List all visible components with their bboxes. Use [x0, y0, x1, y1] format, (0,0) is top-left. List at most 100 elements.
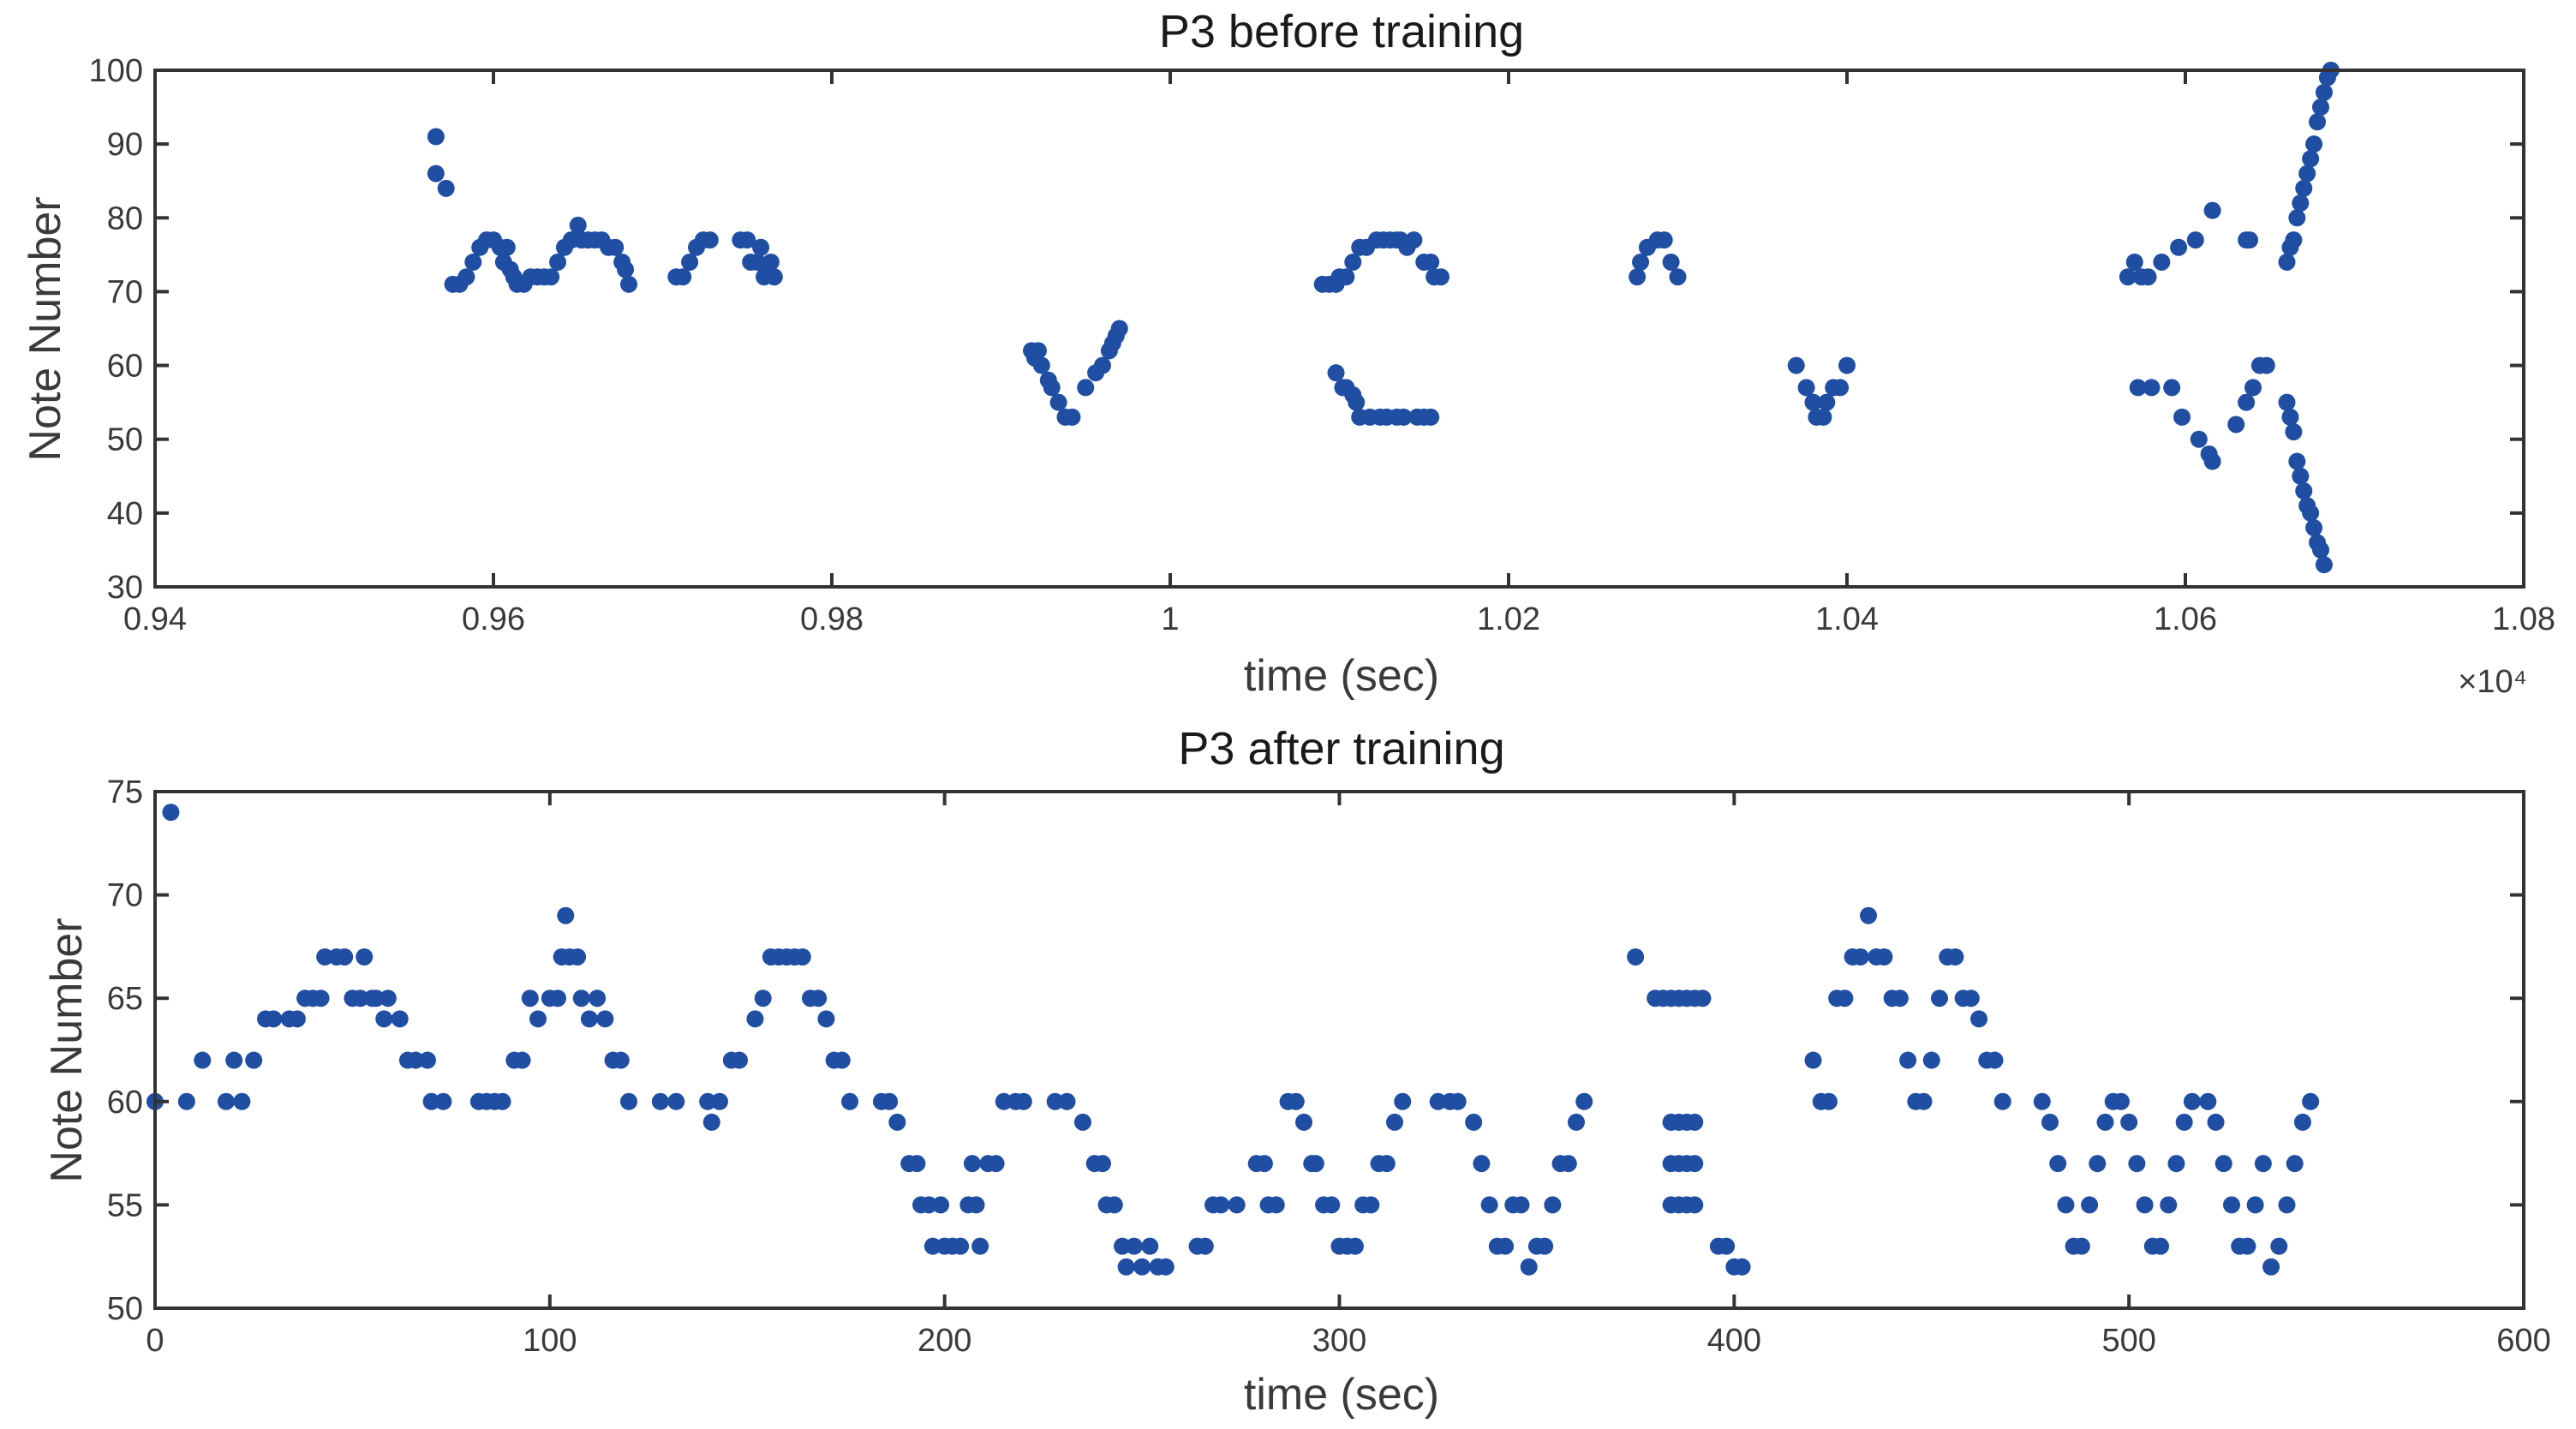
data-point: [2089, 1155, 2107, 1173]
data-point: [1255, 1155, 1273, 1173]
data-point: [620, 275, 637, 293]
data-point: [1327, 364, 1345, 382]
data-point: [2207, 1113, 2225, 1131]
data-point: [2278, 393, 2296, 411]
data-point: [681, 253, 699, 271]
x-ticks: 0.94 0.96 0.98 1 1.02 1.04 1.06 1.08: [123, 70, 2555, 637]
data-point: [557, 906, 575, 924]
data-point: [437, 179, 455, 197]
data-point: [817, 1010, 835, 1028]
data-point: [1346, 1237, 1364, 1255]
data-point: [225, 1051, 243, 1069]
data-point: [2302, 150, 2320, 168]
data-point: [2222, 1196, 2240, 1214]
data-point: [2302, 1092, 2320, 1110]
data-point: [667, 1092, 685, 1110]
data-point: [580, 1010, 598, 1028]
data-point: [2286, 1155, 2304, 1173]
data-point: [1993, 1092, 2011, 1110]
data-point: [1058, 1092, 1076, 1110]
data-point: [375, 1010, 393, 1028]
data-point: [1094, 1155, 1111, 1173]
data-point: [1362, 1196, 1380, 1214]
data-point: [177, 1092, 195, 1110]
x-tick-label: 0.98: [800, 601, 864, 637]
data-point: [2292, 194, 2310, 212]
data-point: [1718, 1237, 1736, 1255]
y-ticks: 50 55 60 65 70 75: [107, 774, 2524, 1327]
data-point: [351, 990, 369, 1007]
data-point: [612, 1051, 630, 1069]
data-point: [2305, 519, 2323, 537]
x-tick-label: 0.94: [123, 601, 187, 637]
data-point: [356, 948, 374, 966]
y-tick-label: 40: [107, 496, 143, 532]
data-point: [2143, 379, 2161, 397]
data-point: [967, 1196, 985, 1214]
data-point: [2254, 1155, 2272, 1173]
data-point: [1157, 1258, 1174, 1276]
data-point: [1512, 1196, 1530, 1214]
chart-before-training: P3 before training 0.94 0.96 0.98 1 1.02 1.04…: [21, 6, 2555, 701]
data-point: [1832, 379, 1850, 397]
data-point: [2298, 164, 2316, 182]
data-point: [1820, 1092, 1838, 1110]
data-point: [2129, 379, 2147, 397]
data-point: [793, 948, 811, 966]
data-point: [2167, 1155, 2185, 1173]
data-point: [746, 1010, 764, 1028]
data-point: [1686, 1196, 1704, 1214]
data-point: [549, 253, 567, 271]
data-point: [1465, 1113, 1483, 1131]
data-point: [2163, 379, 2181, 397]
data-point: [2285, 423, 2303, 441]
data-point: [1787, 356, 1805, 374]
data-point: [2125, 253, 2143, 271]
x-tick-label: 0: [146, 1323, 164, 1359]
data-point: [2241, 231, 2259, 249]
data-point: [841, 1092, 859, 1110]
data-point: [1632, 253, 1650, 271]
data-point: [2238, 1237, 2256, 1255]
data-point: [2278, 253, 2296, 271]
data-point: [2203, 201, 2221, 219]
chart-after-training: P3 after training 0 100 200 300 400 500 600 50…: [42, 723, 2551, 1420]
y-tick-label: 50: [107, 1291, 143, 1327]
data-point: [2309, 113, 2327, 131]
data-point: [596, 1010, 614, 1028]
data-point: [674, 268, 692, 286]
data-point: [2183, 1092, 2201, 1110]
data-points: [146, 804, 2320, 1276]
data-point: [1915, 1092, 1933, 1110]
y-tick-label: 60: [107, 349, 143, 385]
data-point: [1014, 1092, 1032, 1110]
data-point: [1432, 268, 1449, 286]
y-tick-label: 90: [107, 127, 143, 163]
data-point: [2112, 1092, 2130, 1110]
data-point: [1575, 1092, 1593, 1110]
x-tick-label: 1.06: [2154, 601, 2217, 637]
data-point: [312, 990, 330, 1007]
data-point: [1544, 1196, 1562, 1214]
data-point: [529, 1010, 547, 1028]
data-point: [194, 1051, 212, 1069]
data-point: [493, 1092, 511, 1110]
y-axis-label: Note Number: [42, 918, 92, 1182]
chart-title: P3 before training: [1159, 6, 1524, 57]
data-point: [2312, 541, 2329, 559]
data-point: [1962, 990, 1980, 1007]
data-point: [932, 1196, 950, 1214]
data-point: [952, 1237, 970, 1255]
data-point: [2081, 1196, 2099, 1214]
data-point: [498, 238, 516, 256]
data-point: [513, 1051, 531, 1069]
data-point: [2244, 379, 2262, 397]
data-point: [2139, 268, 2157, 286]
data-point: [1449, 1092, 1467, 1110]
data-point: [549, 990, 567, 1007]
data-point: [1930, 990, 1948, 1007]
data-point: [1323, 1196, 1341, 1214]
data-point: [1627, 948, 1645, 966]
data-point: [1804, 1051, 1822, 1069]
data-point: [379, 990, 397, 1007]
